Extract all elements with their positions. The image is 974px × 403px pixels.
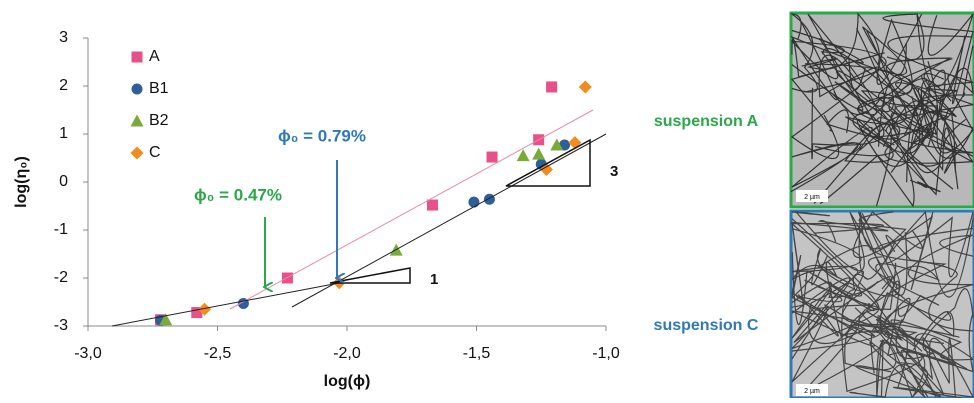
marker — [191, 307, 203, 319]
fibre — [844, 70, 907, 207]
legend-marker — [130, 114, 144, 127]
marker — [532, 147, 546, 160]
legend-marker — [130, 146, 144, 160]
x-tick-label: -1,5 — [463, 345, 491, 362]
fibre — [856, 108, 957, 208]
fibre — [886, 13, 974, 87]
legend-marker — [131, 83, 143, 95]
marker — [559, 139, 571, 151]
fibre — [790, 38, 885, 132]
legend-label: C — [149, 144, 161, 161]
slope-triangle-1 — [329, 267, 411, 284]
y-tick-label: 3 — [59, 29, 68, 46]
plot: 3 2 1 0 -1 -2 -3 -3,0 -2,5 -2,0 -1,5 -1,0 log(ϕ) log(… — [13, 29, 620, 390]
x-tick-label: -2,5 — [204, 345, 232, 362]
marker — [483, 193, 495, 205]
fibre — [882, 13, 974, 105]
y-tick-label: 2 — [59, 77, 68, 94]
fit-line-a — [229, 109, 594, 310]
fibre — [793, 270, 893, 343]
fibre — [817, 211, 908, 297]
scale-box — [796, 190, 828, 202]
legend-label: B1 — [149, 80, 169, 97]
scale-label: 2 µm — [804, 388, 820, 395]
y-axis-label: log(η₀) — [13, 156, 30, 208]
fibre — [822, 13, 923, 95]
marker — [426, 199, 438, 211]
y-tick-label: -2 — [54, 269, 68, 286]
fibre — [844, 262, 897, 371]
fibre — [791, 277, 880, 350]
fibre — [903, 45, 974, 136]
fibre — [849, 333, 974, 398]
annotation: ϕ₀ = 0.47% — [194, 185, 282, 204]
marker — [516, 149, 530, 162]
fit-line-low — [111, 282, 340, 327]
y-tick-label: 1 — [59, 125, 68, 142]
panel-label: suspension A — [654, 113, 759, 130]
fibre — [867, 256, 940, 317]
fibre — [876, 339, 929, 399]
fibre — [791, 218, 880, 312]
scale-box — [796, 384, 828, 396]
y-tick-label: -3 — [54, 317, 68, 334]
fibre — [791, 29, 903, 111]
fibre — [869, 35, 974, 138]
marker — [468, 196, 480, 208]
fibre — [877, 315, 956, 398]
fibre — [893, 337, 974, 399]
x-tick-label: -2,0 — [333, 345, 361, 362]
legend-marker — [131, 51, 143, 63]
fibre — [819, 58, 953, 205]
fibre — [791, 220, 889, 308]
slope-label: 3 — [610, 163, 618, 180]
fibre — [875, 263, 955, 351]
y-tick-label: -1 — [54, 221, 68, 238]
legend-label: A — [149, 48, 160, 65]
x-tick-label: -1,0 — [592, 345, 620, 362]
x-axis-label: log(ϕ) — [324, 373, 371, 390]
marker — [486, 151, 498, 163]
micrograph — [789, 11, 974, 209]
legend-label: B2 — [149, 112, 169, 129]
slope-label: 1 — [430, 271, 438, 288]
slope-triangle-3 — [505, 138, 591, 187]
fibre — [790, 222, 884, 325]
fibre — [875, 318, 974, 370]
marker — [159, 313, 173, 326]
annotation: ϕ₀ = 0.79% — [278, 126, 366, 145]
marker — [550, 138, 564, 151]
fibre — [790, 21, 880, 137]
fibre — [859, 77, 942, 174]
fibre — [852, 211, 934, 290]
x-tick-label: -3,0 — [74, 345, 102, 362]
y-tick-label: 0 — [59, 173, 68, 190]
fibre — [826, 30, 900, 140]
fibre — [790, 54, 880, 160]
panel-label: suspension C — [654, 317, 759, 334]
micrograph — [789, 209, 974, 400]
marker — [546, 81, 558, 93]
fibre — [791, 261, 842, 338]
fibre — [866, 311, 974, 373]
marker — [198, 302, 212, 316]
marker — [578, 80, 592, 94]
fibre — [791, 211, 898, 290]
scale-label: 2 µm — [804, 194, 820, 201]
fibre — [790, 13, 818, 93]
fibre — [858, 227, 974, 326]
marker — [568, 136, 582, 150]
